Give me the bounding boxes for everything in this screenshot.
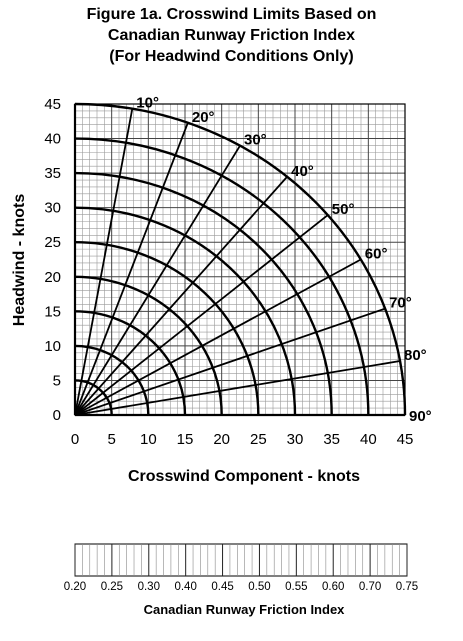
x-axis-label: Crosswind Component - knots	[128, 468, 360, 485]
angle-label-90: 90°	[409, 408, 432, 425]
angle-label-60: 60°	[365, 246, 388, 263]
angle-ray-40	[74, 176, 288, 416]
friction-scale-tick-label: 0.20	[64, 581, 86, 593]
x-tick-label: 20	[213, 431, 230, 448]
friction-scale-tick-label: 0.75	[396, 581, 418, 593]
friction-scale-tick-label: 0.60	[322, 581, 344, 593]
y-tick-label: 10	[44, 338, 61, 355]
velocity-arc-25	[74, 241, 260, 416]
y-tick-label: 30	[44, 200, 61, 217]
friction-scale-tick-label: 0.40	[174, 581, 196, 593]
velocity-arc-10	[74, 344, 150, 416]
angle-label-40: 40°	[291, 163, 314, 180]
velocity-arc-20	[74, 275, 223, 416]
friction-scale-tick-label: 0.70	[359, 581, 381, 593]
x-tick-label: 10	[140, 431, 157, 448]
friction-scale-tick-label: 0.45	[211, 581, 233, 593]
angle-ray-50	[74, 214, 329, 416]
chart-title: Figure 1a. Crosswind Limits Based on Can…	[0, 4, 463, 67]
angle-ray-30	[74, 145, 241, 416]
angle-label-30: 30°	[244, 132, 267, 149]
angle-label-80: 80°	[404, 347, 427, 364]
y-tick-label: 45	[44, 96, 61, 113]
angle-label-50: 50°	[332, 201, 355, 218]
angle-ray-20	[74, 122, 189, 416]
angle-ray-70	[74, 307, 386, 416]
friction-scale-tick-label: 0.30	[138, 581, 160, 593]
x-tick-label: 45	[397, 431, 414, 448]
angle-ray-10	[74, 108, 134, 416]
x-tick-label: 5	[107, 431, 115, 448]
x-tick-label: 25	[250, 431, 267, 448]
y-tick-label: 15	[44, 303, 61, 320]
velocity-arc-5	[74, 379, 113, 416]
y-tick-label: 40	[44, 131, 61, 148]
friction-scale-box	[74, 543, 408, 577]
title-line-3: (For Headwind Conditions Only)	[109, 48, 354, 65]
y-tick-labels: 0 5 10 15 20 25 30 35 40 45	[44, 96, 61, 424]
y-tick-label: 25	[44, 234, 61, 251]
x-tick-label: 15	[177, 431, 194, 448]
x-tick-labels: 0 5 10 15 20 25 30 35 40 45	[71, 431, 414, 448]
y-tick-label: 5	[53, 372, 61, 389]
angle-label-20: 20°	[192, 109, 215, 126]
velocity-arc-30	[74, 206, 297, 416]
angle-ray-80	[74, 360, 401, 416]
y-tick-label: 0	[53, 407, 61, 424]
x-tick-label: 35	[323, 431, 340, 448]
friction-scale-label: Canadian Runway Friction Index	[144, 602, 346, 617]
velocity-arcs	[74, 102, 407, 416]
y-axis-label: Headwind - knots	[11, 194, 28, 327]
velocity-arc-15	[74, 310, 187, 416]
friction-scale-tick-label: 0.55	[285, 581, 307, 593]
angle-label-10: 10°	[136, 95, 159, 112]
title-line-2: Canadian Runway Friction Index	[107, 27, 356, 44]
x-tick-label: 40	[360, 431, 377, 448]
plot-frame	[73, 103, 406, 417]
friction-scale-tick-labels: 0.20 0.25 0.30 0.40 0.45 0.50 0.55 0.60 0.70 0.75	[64, 581, 418, 593]
friction-scale-tick-label: 0.50	[248, 581, 270, 593]
velocity-arc-40	[74, 137, 370, 416]
velocity-arc-45	[74, 102, 407, 416]
angle-ray-60	[74, 258, 362, 416]
title-line-1: Figure 1a. Crosswind Limits Based on	[86, 6, 377, 23]
angle-labels: 10° 20° 30° 40° 50° 60° 70° 80° 90°	[136, 95, 431, 425]
angle-rays	[74, 108, 405, 416]
y-tick-label: 35	[44, 165, 61, 182]
angle-label-70: 70°	[389, 295, 412, 312]
friction-scale	[74, 543, 408, 577]
velocity-arc-35	[74, 171, 333, 416]
friction-scale-tick-label: 0.25	[101, 581, 123, 593]
x-tick-label: 0	[71, 431, 79, 448]
y-tick-label: 20	[44, 269, 61, 286]
x-tick-label: 30	[287, 431, 304, 448]
